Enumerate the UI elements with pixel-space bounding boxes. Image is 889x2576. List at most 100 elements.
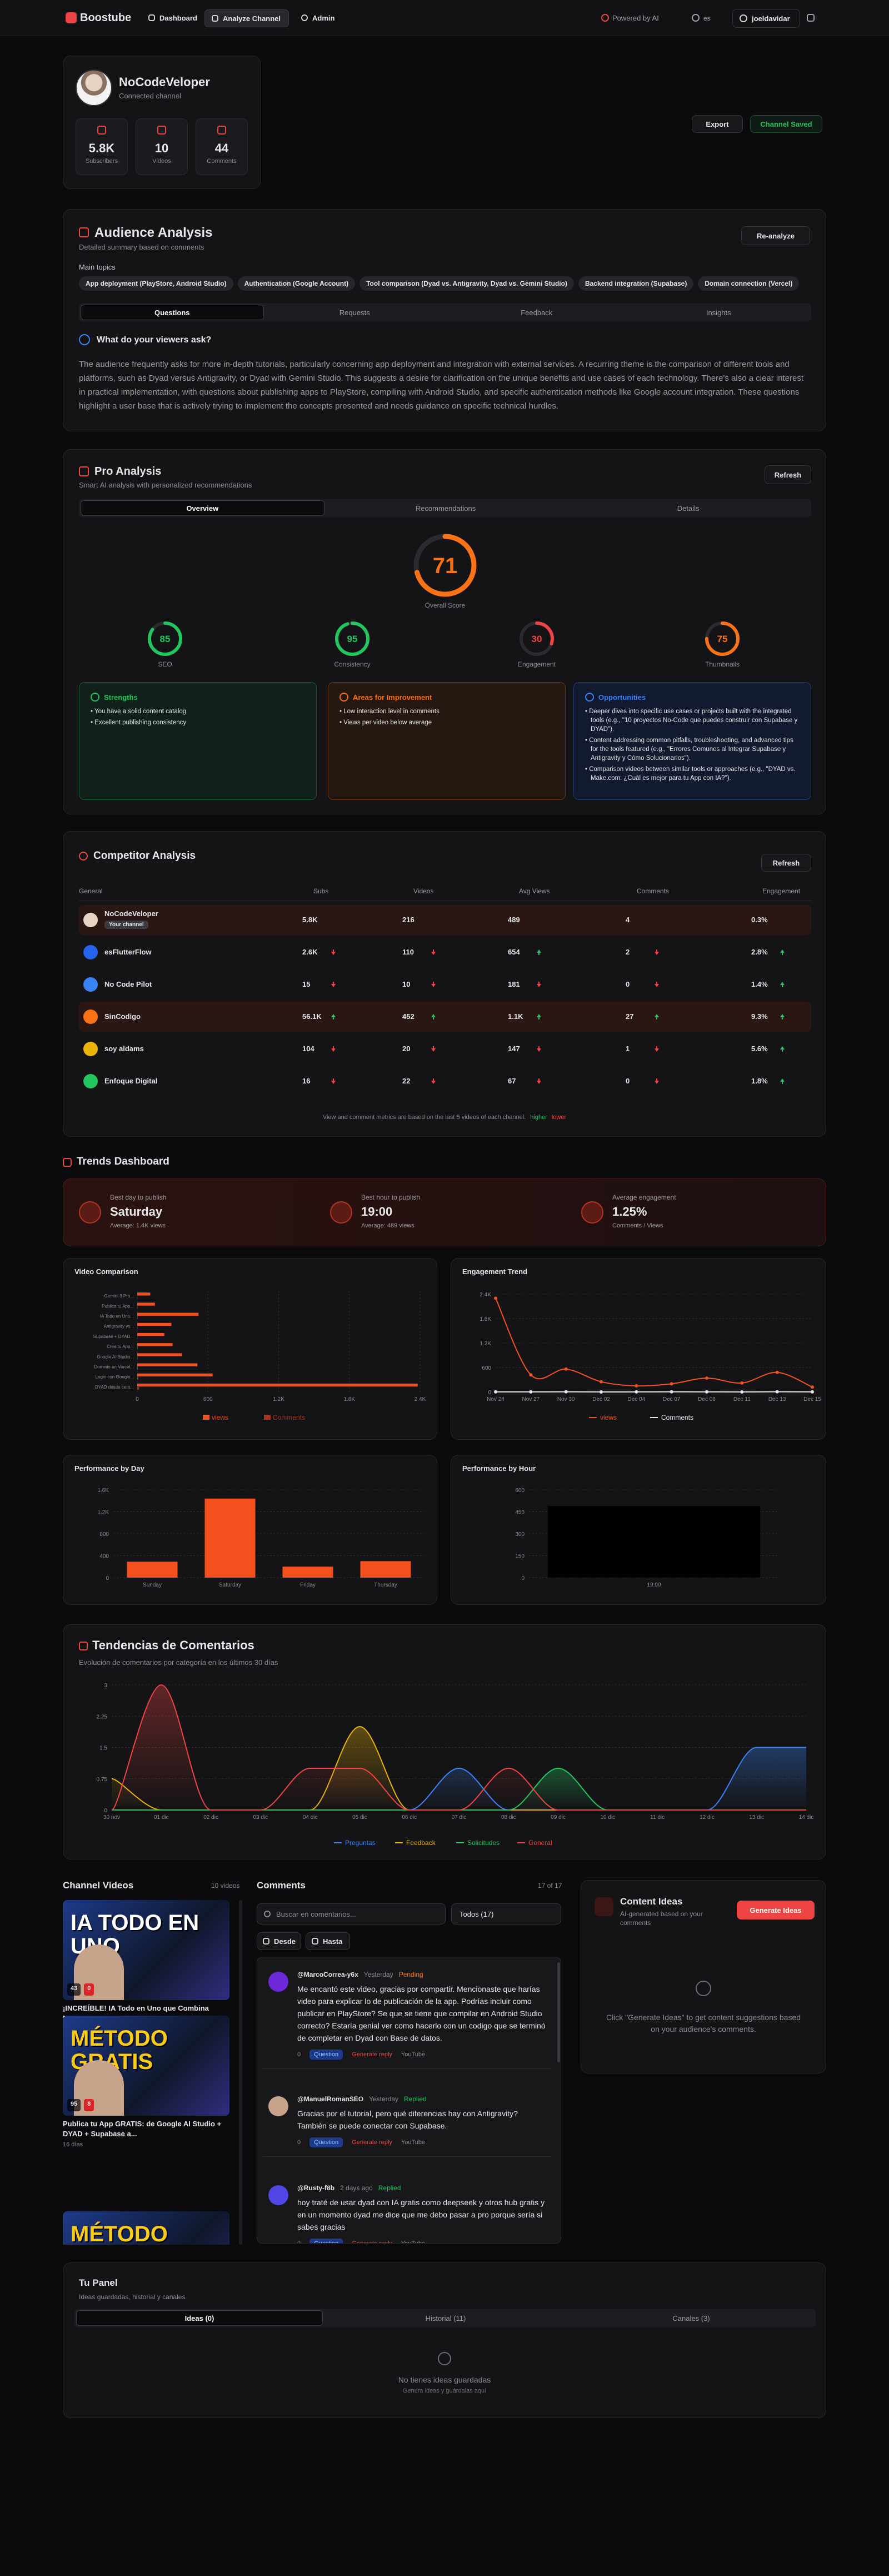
ring-arc <box>705 621 740 656</box>
x-tick-label: Thursday <box>374 1582 397 1588</box>
reply-button[interactable]: Generate reply <box>352 2139 392 2146</box>
trend-arrow <box>655 1078 659 1084</box>
cell-value: 1 <box>626 1045 630 1053</box>
tab[interactable]: Details <box>567 500 810 516</box>
generate-label: Generate Ideas <box>750 1906 802 1914</box>
tab[interactable]: Ideas (0) <box>76 2310 323 2326</box>
x-tick-label: 01 dic <box>154 1814 169 1821</box>
reanalyze-label: Re-analyze <box>757 231 795 240</box>
reanalyze-button[interactable]: Re-analyze <box>741 226 810 245</box>
cell-value: 10 <box>402 980 411 988</box>
trend-arrow-shape <box>655 1014 659 1020</box>
score-value: 95 <box>347 634 358 644</box>
legend-label: Solicitudes <box>467 1839 500 1847</box>
trend-arrow-shape <box>537 982 541 987</box>
summary-sub: Average: 489 views <box>361 1222 414 1229</box>
summary-label: Best hour to publish <box>361 1193 421 1201</box>
panel-icon <box>585 693 594 702</box>
panel-title: Opportunities <box>598 693 646 702</box>
tab[interactable]: Canales (3) <box>568 2310 814 2326</box>
nav-link[interactable]: Admin <box>294 9 342 26</box>
comment-avatar <box>268 2185 288 2205</box>
score-label: Consistency <box>334 660 370 668</box>
trend-arrow <box>537 982 541 987</box>
x-tick-label: 12 dic <box>700 1814 715 1821</box>
bar <box>137 1356 138 1360</box>
comment-tag: Question <box>309 2137 343 2147</box>
tab[interactable]: Insights <box>628 305 810 320</box>
nav-link[interactable]: Analyze Channel <box>204 9 289 27</box>
cell-value: 0 <box>626 980 630 988</box>
section-subtitle: Smart AI analysis with personalized reco… <box>79 481 252 489</box>
tab[interactable]: Questions <box>81 305 264 320</box>
source-link[interactable]: YouTube <box>401 2139 426 2146</box>
tab[interactable]: Recommendations <box>324 500 567 516</box>
comment-header: @ManuelRomanSEO Yesterday Replied <box>297 2095 546 2103</box>
question-heading: What do your viewers ask? <box>97 335 212 345</box>
user-menu[interactable]: joeldavidar <box>732 9 800 28</box>
scrollbar <box>239 1900 242 2245</box>
trend-arrow-shape <box>780 949 785 955</box>
trend-arrow-shape <box>431 1014 436 1020</box>
stat-value: 10 <box>154 141 169 155</box>
audience-card: Audience Analysis Detailed summary based … <box>63 209 826 431</box>
filter-select[interactable]: Todos (17) <box>451 1903 561 1924</box>
stat-label: Videos <box>152 158 171 165</box>
cell-value: 147 <box>508 1045 520 1053</box>
reply-button[interactable]: Generate reply <box>352 2240 392 2244</box>
trend-arrow-shape <box>331 1078 336 1084</box>
row-avatar <box>83 1074 98 1088</box>
panel-item: • Content addressing common pitfalls, tr… <box>585 737 793 762</box>
saved-button[interactable]: Channel Saved <box>750 115 822 133</box>
tab[interactable]: Historial (11) <box>323 2310 568 2326</box>
x-tick-label: 11 dic <box>650 1814 665 1821</box>
search-input[interactable]: Buscar en comentarios... <box>257 1903 446 1924</box>
bar <box>137 1366 138 1370</box>
y-tick-label: IA Todo en Uno... <box>100 1314 134 1319</box>
reply-button[interactable]: Generate reply <box>352 2051 392 2058</box>
tab[interactable]: Overview <box>81 500 324 516</box>
cell-value: 67 <box>508 1077 516 1085</box>
trend-arrow-shape <box>431 982 436 987</box>
refresh-button[interactable]: Refresh <box>761 854 811 872</box>
tab[interactable]: Requests <box>264 305 446 320</box>
point <box>529 1390 533 1394</box>
comment-actions: 0 Question Generate reply YouTube <box>297 2137 546 2147</box>
ideas-empty: Click "Generate Ideas" to get content su… <box>606 2013 801 2033</box>
x-tick-label: Dec 02 <box>592 1396 610 1403</box>
stat-label: Comments <box>207 158 237 165</box>
source-link[interactable]: YouTube <box>401 2051 426 2058</box>
trend-arrow-shape <box>780 1078 785 1084</box>
refresh-button[interactable]: Refresh <box>765 465 811 484</box>
x-tick-label: 09 dic <box>551 1814 566 1821</box>
source-link[interactable]: YouTube <box>401 2240 426 2244</box>
competitor-card: Competitor Analysis Refresh General Subs Vid… <box>63 831 826 1137</box>
row-avatar <box>83 1009 98 1024</box>
cell-value: 2.6K <box>302 948 318 956</box>
y-tick-label: 1.8K <box>480 1316 491 1322</box>
comment-likes: 0 <box>297 2051 301 2058</box>
brand: Boostube <box>80 12 132 24</box>
comment-author: @MarcoCorrea-y6x <box>297 1971 358 1978</box>
cell-value: 104 <box>302 1045 314 1053</box>
date-button[interactable]: Hasta <box>306 1932 350 1950</box>
export-button[interactable]: Export <box>692 115 743 133</box>
legend-label: views <box>600 1414 617 1421</box>
tab[interactable]: Feedback <box>446 305 628 320</box>
date-button[interactable]: Desde <box>257 1932 301 1950</box>
trend-arrow <box>431 1078 436 1084</box>
bar <box>137 1363 198 1366</box>
panel-item: • Views per video below average <box>339 719 432 726</box>
chart: Tendencias de Comentarios 0 0.75 1.5 2.25 3 30… <box>79 1638 814 1847</box>
x-tick-label: 14 dic <box>799 1814 814 1821</box>
generate-button[interactable]: Generate Ideas <box>737 1901 815 1919</box>
legend: Preguntas Feedback Solicitudes General <box>334 1839 552 1847</box>
video-count: 10 videos <box>211 1882 240 1889</box>
score-value: 71 <box>433 554 458 578</box>
icon <box>692 14 700 22</box>
column-header: Engagement <box>762 887 801 895</box>
legend: views Comments <box>589 1414 693 1421</box>
score-rings: 71 Overall Score 85 SEO 95 Consistency 30 Engag… <box>148 534 740 668</box>
nav-link[interactable]: Dashboard <box>142 9 205 26</box>
chart-title: Performance by Day <box>74 1464 144 1473</box>
